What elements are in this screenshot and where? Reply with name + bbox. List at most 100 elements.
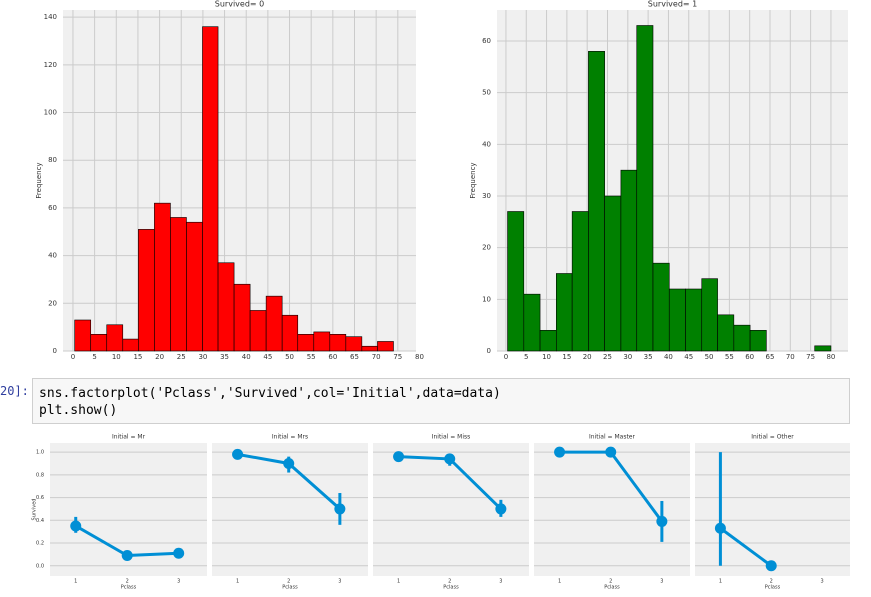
x-tick-label: 15 (133, 353, 142, 361)
y-axis-label: Frequency (35, 162, 43, 198)
bar (377, 341, 394, 352)
y-tick-label: 140 (44, 13, 57, 21)
y-tick-label: 0.0 (36, 563, 44, 569)
chart-title: Initial = Miss (432, 434, 471, 441)
x-axis-label: Pclass (121, 585, 137, 591)
plot-area (534, 443, 690, 576)
x-tick-label: 3 (660, 579, 663, 585)
bar (539, 330, 557, 352)
x-tick-label: 65 (350, 353, 359, 361)
x-tick-label: 30 (198, 353, 207, 361)
x-axis-label: Pclass (443, 585, 459, 591)
point (444, 453, 456, 465)
x-tick-label: 5 (92, 353, 96, 361)
point (765, 560, 777, 572)
chart-title: Initial = Mr (112, 434, 146, 441)
x-tick-label: 35 (644, 353, 653, 361)
point (283, 457, 295, 469)
line (74, 524, 179, 558)
point (656, 515, 668, 527)
y-tick-label: 120 (44, 61, 57, 69)
bar (571, 211, 589, 352)
x-tick-label: 2 (287, 579, 290, 585)
y-tick-label: 0.2 (36, 541, 44, 547)
bar (507, 211, 525, 352)
bar (652, 262, 670, 352)
point (495, 503, 507, 515)
x-tick-label: 2 (770, 579, 773, 585)
y-axis-label: Survived (32, 499, 38, 521)
point (714, 522, 726, 534)
line (719, 527, 773, 567)
x-tick-label: 0 (71, 353, 75, 361)
bar (106, 324, 124, 352)
bar (170, 217, 187, 352)
x-tick-label: 1 (236, 579, 239, 585)
bar (556, 273, 573, 352)
x-tick-label: 70 (372, 353, 381, 361)
x-tick-label: 45 (263, 353, 272, 361)
y-tick-label: 0.6 (36, 495, 44, 501)
bar (138, 229, 155, 352)
bar (74, 319, 92, 352)
code-line: sns.factorplot('Pclass','Survived',col='… (39, 386, 501, 401)
bar (297, 334, 315, 352)
bar (217, 262, 235, 352)
x-tick-label: 15 (562, 353, 571, 361)
point (605, 446, 617, 458)
x-tick-label: 1 (558, 579, 561, 585)
bar (122, 338, 139, 352)
x-tick-label: 25 (177, 353, 186, 361)
x-tick-label: 5 (524, 353, 528, 361)
x-tick-label: 2 (448, 579, 451, 585)
x-tick-label: 45 (684, 353, 693, 361)
y-tick-label: 80 (48, 156, 57, 164)
x-tick-label: 55 (307, 353, 316, 361)
plot-area (695, 443, 850, 576)
bar (636, 25, 654, 352)
y-axis-label: Frequency (469, 162, 477, 198)
code-line: plt.show() (39, 403, 118, 418)
bar (620, 169, 638, 352)
bar (154, 202, 171, 352)
y-tick-label: 0.4 (36, 518, 44, 524)
y-tick-label: 60 (48, 204, 57, 212)
plot-area (497, 10, 848, 351)
x-tick-label: 10 (542, 353, 551, 361)
x-tick-label: 50 (285, 353, 294, 361)
y-tick-label: 0.8 (36, 472, 44, 478)
line (559, 450, 664, 523)
x-tick-label: 35 (220, 353, 229, 361)
bar (685, 288, 703, 352)
y-tick-label: 60 (482, 37, 491, 45)
x-tick-label: 80 (826, 353, 835, 361)
x-tick-label: 30 (623, 353, 632, 361)
cell-prompt: 20]: (0, 384, 29, 398)
x-tick-label: 1 (719, 579, 722, 585)
bar (249, 310, 267, 352)
y-tick-label: 40 (48, 252, 57, 260)
point (173, 547, 185, 559)
x-tick-label: 70 (786, 353, 795, 361)
x-tick-label: 65 (766, 353, 775, 361)
x-tick-label: 40 (664, 353, 673, 361)
plot-area (63, 10, 416, 351)
point (232, 448, 244, 460)
x-tick-label: 55 (725, 353, 734, 361)
bar (202, 26, 219, 352)
x-tick-label: 50 (705, 353, 714, 361)
x-tick-label: 60 (745, 353, 754, 361)
bar (733, 324, 751, 352)
y-tick-label: 20 (48, 299, 57, 307)
x-tick-label: 0 (504, 353, 508, 361)
code-cell[interactable]: sns.factorplot('Pclass','Survived',col='… (32, 378, 850, 424)
y-tick-label: 40 (482, 140, 491, 148)
bar (814, 345, 832, 352)
plot-area (373, 443, 529, 576)
x-tick-label: 75 (806, 353, 815, 361)
x-tick-label: 20 (155, 353, 164, 361)
x-tick-label: 80 (415, 353, 424, 361)
point (121, 550, 133, 562)
y-tick-label: 100 (44, 109, 57, 117)
x-tick-label: 40 (242, 353, 251, 361)
